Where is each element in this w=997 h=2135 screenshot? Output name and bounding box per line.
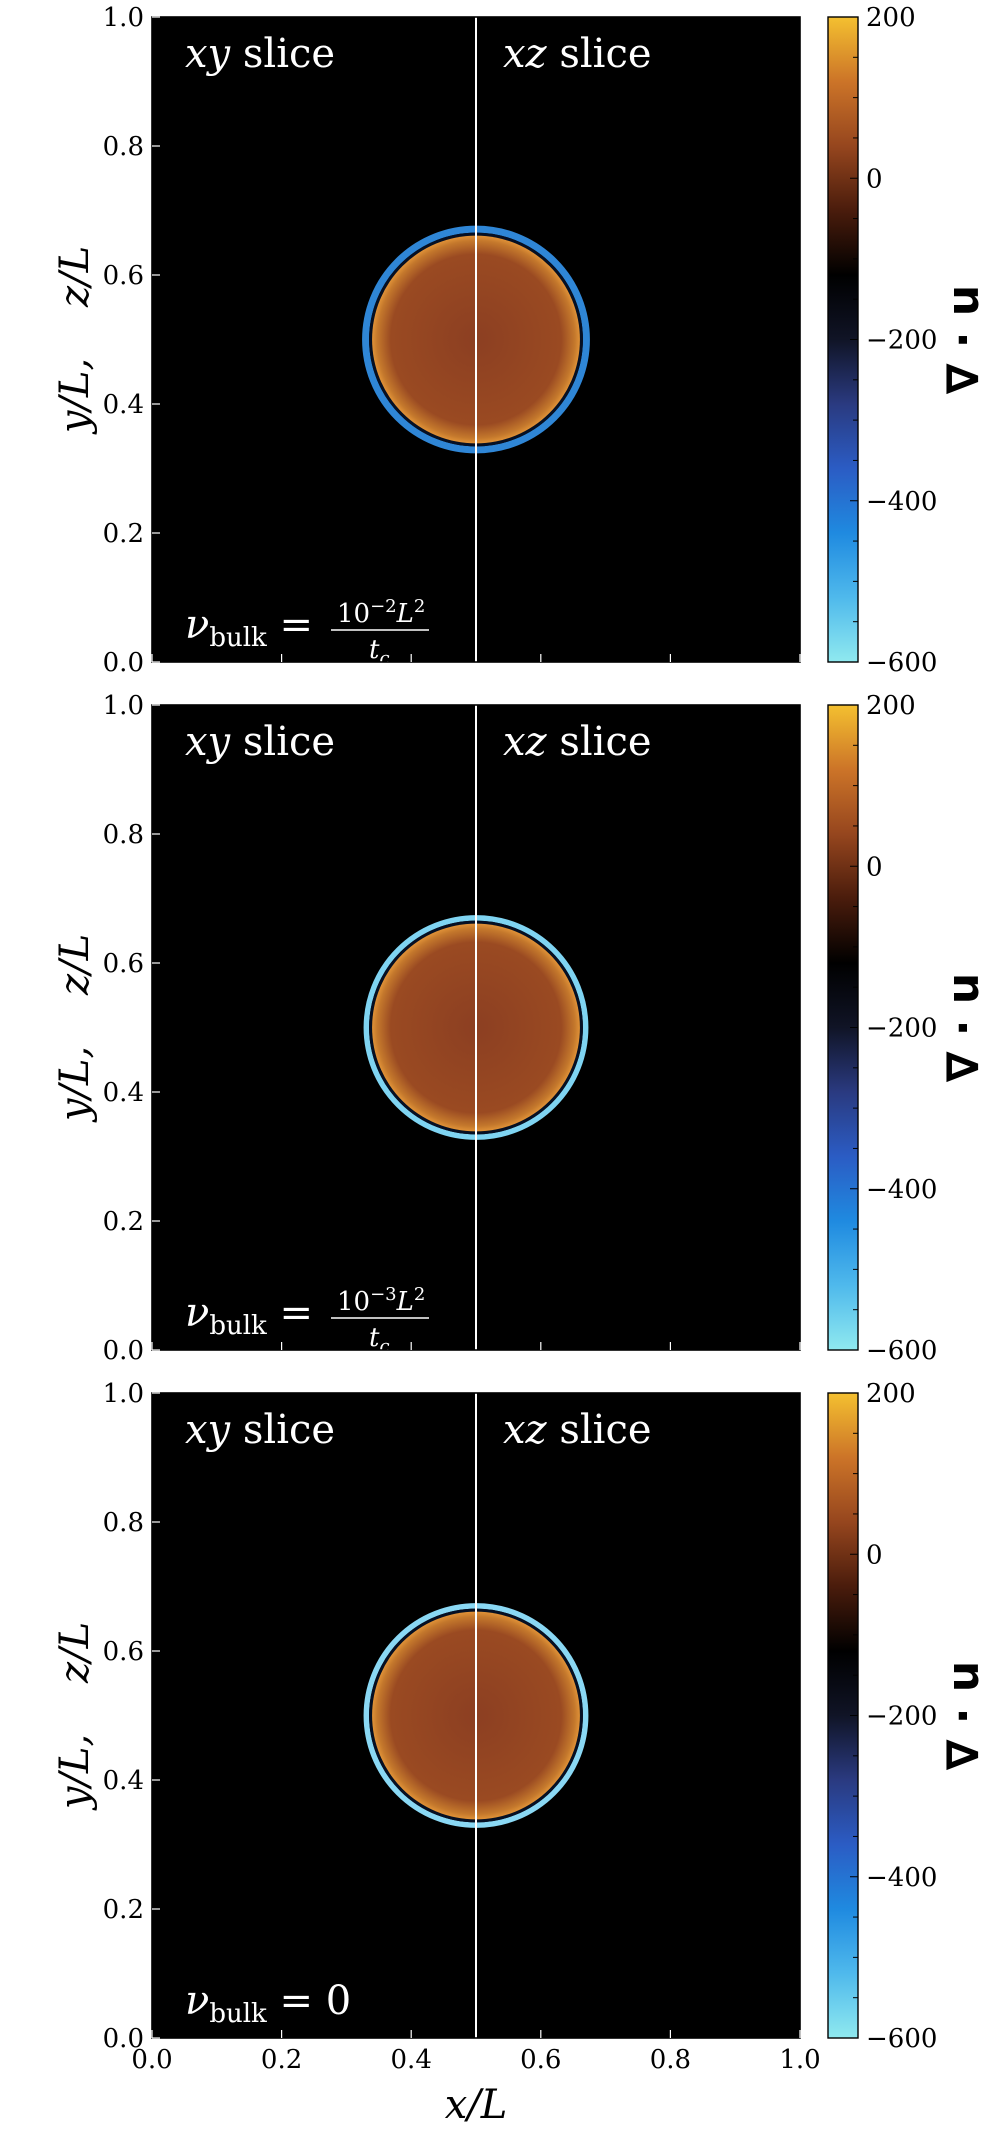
slice-label-xy: xy slice [185,719,335,765]
colorbar-label: ∇ · u [938,973,989,1082]
slice-label-xz: xz slice [503,31,652,77]
y-tick-label: 0.6 [103,1637,144,1667]
panel-2: xy slice xz slice νbulk = 10−3L2 tc 0.0 0.2 0.… [52,691,989,1366]
colorbar-tick-label: −600 [866,2024,937,2054]
y-tick-label: 0.0 [103,1336,144,1366]
colorbar-tick-label: −200 [866,1014,937,1044]
y-tick-label: 0.0 [103,648,144,678]
nu-bulk-numerator: 10−3L2 [337,1284,425,1317]
y-tick-label: 0.8 [103,132,144,162]
y-tick-label: 1.0 [103,3,144,33]
colorbar-tick-label: −600 [866,648,937,678]
colorbar-tick-label: −400 [866,1863,937,1893]
colorbar-tick-label: 0 [866,852,883,882]
y-tick-label: 0.6 [103,261,144,291]
x-axis-label: x/L [445,2082,508,2128]
slice-label-xy: xy slice [185,1407,335,1453]
nu-bulk-denominator: tc [369,635,390,669]
nu-bulk-label: νbulk = 0 [185,1978,351,2029]
colorbar-label: ∇ · u [938,285,989,394]
y-tick-label: 1.0 [103,1379,144,1409]
y-tick-label: 0.0 [103,2024,144,2054]
x-tick-label: 0.4 [391,2045,432,2075]
colorbar-label: ∇ · u [938,1661,989,1770]
nu-bulk-annotation: νbulk = 10−2L2 tc [185,596,429,669]
nu-bulk-numerator: 10−2L2 [337,596,425,629]
colorbar-tick-label: −600 [866,1336,937,1366]
nu-bulk-label: νbulk = [185,602,313,653]
colorbar-tick-label: 200 [866,691,916,721]
nu-bulk-denominator: tc [369,1323,390,1357]
y-axis-label: y/L, z/L [52,246,98,435]
colorbar-tick-label: 0 [866,1540,883,1570]
y-axis-label: y/L, z/L [52,1622,98,1811]
axes-frame [151,704,801,1351]
colorbar-tick-label: −400 [866,1175,937,1205]
slice-label-xz: xz slice [503,1407,652,1453]
colorbar-tick-label: −400 [866,487,937,517]
y-axis-label: y/L, z/L [52,934,98,1123]
colorbar-tick-label: 0 [866,164,883,194]
colorbar-tick-label: 200 [866,1379,916,1409]
y-tick-label: 0.6 [103,949,144,979]
x-tick-label: 0.8 [650,2045,691,2075]
x-tick-label: 1.0 [779,2045,820,2075]
y-tick-label: 0.4 [103,390,144,420]
y-tick-label: 0.4 [103,1766,144,1796]
panels: xy slice xz slice νbulk = 10−2L2 tc 0.0 0.2 0.… [52,3,989,2075]
y-tick-label: 0.2 [103,519,144,549]
y-tick-label: 0.2 [103,1207,144,1237]
slice-label-xz: xz slice [503,719,652,765]
y-tick-label: 0.4 [103,1078,144,1108]
colorbar-tick-label: 200 [866,3,916,33]
axes-frame [151,16,801,663]
x-tick-label: 0.0 [131,2045,172,2075]
axes-frame [151,1392,801,2039]
panel-1: xy slice xz slice νbulk = 10−2L2 tc 0.0 0.2 0.… [52,3,989,678]
colorbar-tick-label: −200 [866,326,937,356]
nu-bulk-annotation: νbulk = 0 [185,1978,351,2029]
slice-label-xy: xy slice [185,31,335,77]
nu-bulk-annotation: νbulk = 10−3L2 tc [185,1284,429,1357]
panel-3: xy slice xz slice νbulk = 0 0.0 0.2 0.4 0.6 0.8… [52,1379,989,2075]
x-tick-label: 0.2 [261,2045,302,2075]
x-tick-label: 0.6 [520,2045,561,2075]
y-tick-label: 0.2 [103,1895,144,1925]
y-tick-label: 0.8 [103,1508,144,1538]
y-tick-label: 0.8 [103,820,144,850]
y-tick-label: 1.0 [103,691,144,721]
colorbar-tick-label: −200 [866,1702,937,1732]
nu-bulk-label: νbulk = [185,1290,313,1341]
